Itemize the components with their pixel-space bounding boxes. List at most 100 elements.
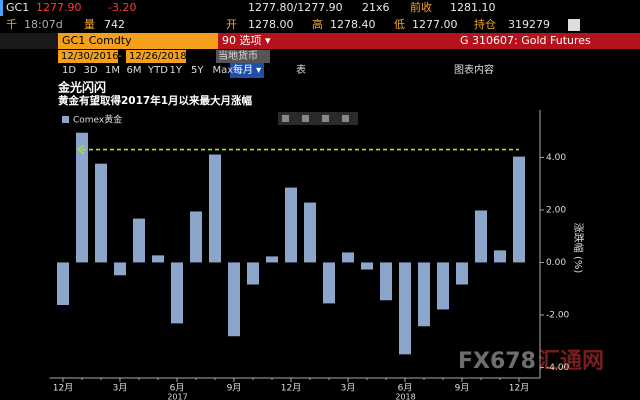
reference-arrow: [77, 144, 85, 155]
ticker: GC1: [6, 1, 30, 14]
watermark-name: 汇通网: [538, 349, 604, 374]
tool-icon[interactable]: [322, 115, 329, 122]
bar: [114, 262, 126, 276]
start-date[interactable]: 12/30/2016: [58, 50, 119, 63]
bar: [342, 252, 354, 263]
x-tick-label: 12月: [53, 383, 73, 394]
bar: [380, 262, 392, 301]
date-row: 12/30/2016 - 12/26/2018 当地货币: [0, 50, 640, 63]
chart-subtitle: 黄金有望取得2017年1月以来最大月涨幅: [58, 94, 253, 107]
x-tick-label: 12月: [281, 383, 301, 394]
export-icon[interactable]: [568, 19, 580, 31]
change: -3.20: [108, 1, 137, 14]
y-tick-label: 2.00: [546, 205, 566, 215]
time: 18:07d: [24, 18, 63, 31]
y-tick-label: 0.00: [546, 258, 566, 268]
frequency[interactable]: 每月 ▾: [230, 63, 265, 78]
security[interactable]: GC1 Comdty: [58, 33, 224, 49]
period-button[interactable]: 3D: [83, 65, 98, 76]
x-tick-label: 3月: [113, 383, 128, 394]
chart-tools: [278, 112, 358, 125]
tool-icon[interactable]: [342, 115, 349, 122]
period-button[interactable]: Max: [212, 65, 234, 76]
end-date[interactable]: 12/26/2018: [126, 50, 187, 63]
low-label: 低: [394, 18, 405, 31]
currency[interactable]: 当地货币: [216, 50, 270, 63]
table-button[interactable]: 表: [296, 65, 306, 76]
x-tick-label: 3月: [341, 383, 356, 394]
prev-close: 1281.10: [450, 1, 496, 14]
ticker-marker: [0, 0, 3, 16]
y-tick-label: -2.00: [546, 310, 570, 320]
chart-content[interactable]: 图表内容: [454, 65, 494, 76]
chart-title: 金光闪闪: [57, 80, 106, 95]
high-label: 高: [312, 18, 323, 31]
x-tick-label: 9月: [227, 383, 242, 394]
period-button[interactable]: 1Y: [169, 65, 182, 76]
tool-bar: [278, 112, 358, 125]
bar: [95, 163, 107, 263]
bar: [266, 256, 278, 263]
y-tick-label: 4.00: [546, 153, 566, 163]
function-name: G 310607: Gold Futures: [440, 33, 640, 49]
last-price: 1277.90: [36, 1, 82, 14]
y-axis-label: 涨跌幅 (%): [572, 223, 585, 274]
oi-label: 持仓: [474, 18, 496, 31]
volume: 742: [104, 18, 125, 31]
menu[interactable]: 90 选项 ▾: [218, 33, 444, 49]
bar: [494, 250, 506, 263]
period-button[interactable]: YTD: [148, 65, 168, 76]
x-group-label: 2017: [167, 393, 187, 400]
period-button[interactable]: 5Y: [191, 65, 204, 76]
bar: [418, 262, 430, 327]
high: 1278.40: [330, 18, 376, 31]
x-group-label: 2018: [395, 393, 415, 400]
tool-icon[interactable]: [302, 115, 309, 122]
period-button[interactable]: 1D: [62, 65, 77, 76]
low: 1277.00: [412, 18, 458, 31]
volume-label: 量: [84, 18, 95, 31]
bar: [285, 187, 297, 263]
bar: [152, 255, 164, 263]
stats-row: 千 18:07d 量 742 开 1278.00 高 1278.40 低 127…: [0, 17, 640, 33]
bar: [209, 154, 221, 263]
bar: [323, 262, 335, 304]
period-row: 每月 ▾ 表 图表内容 1D 3D 1M 6M YTD 1Y 5Y Max: [0, 63, 640, 78]
watermark-brand: FX678: [458, 349, 536, 374]
bar: [247, 262, 259, 285]
bar: [304, 202, 316, 263]
bid-ask: 1277.80/1277.90: [248, 1, 343, 14]
y-tick-label: -4.00: [546, 363, 570, 373]
x-tick-label: 12月: [509, 383, 529, 394]
bar: [399, 262, 411, 355]
bar: [437, 262, 449, 310]
bar: [456, 262, 468, 285]
bar: [513, 156, 525, 263]
bar: [76, 132, 88, 263]
security-row: GC1 Comdty 90 选项 ▾ G 310607: Gold Future…: [0, 33, 640, 49]
legend-swatch: [62, 116, 69, 123]
x-tick-label: 9月: [455, 383, 470, 394]
x-tick-label: 6月: [170, 383, 185, 394]
bar: [361, 262, 373, 270]
size: 21x6: [362, 1, 390, 14]
bar: [475, 210, 487, 263]
quote-row: GC1 1277.90 -3.20 1277.80/1277.90 21x6 前…: [0, 0, 640, 17]
time-prefix: 千: [6, 18, 17, 31]
prev-close-label: 前收: [410, 1, 432, 14]
legend-label: Comex黄金: [73, 114, 122, 126]
bar: [133, 218, 145, 263]
tool-icon[interactable]: [282, 115, 289, 122]
period-button[interactable]: 1M: [105, 65, 120, 76]
x-tick-label: 6月: [398, 383, 413, 394]
bar: [190, 211, 202, 263]
date-sep: -: [118, 51, 122, 62]
chart: 金光闪闪 黄金有望取得2017年1月以来最大月涨幅 FX678 汇通网 -4.0…: [49, 80, 604, 400]
bar: [228, 262, 240, 337]
oi: 319279: [508, 18, 550, 31]
open-label: 开: [226, 18, 237, 31]
bar: [171, 262, 183, 324]
period-button[interactable]: 6M: [126, 65, 142, 76]
bar: [57, 262, 69, 305]
